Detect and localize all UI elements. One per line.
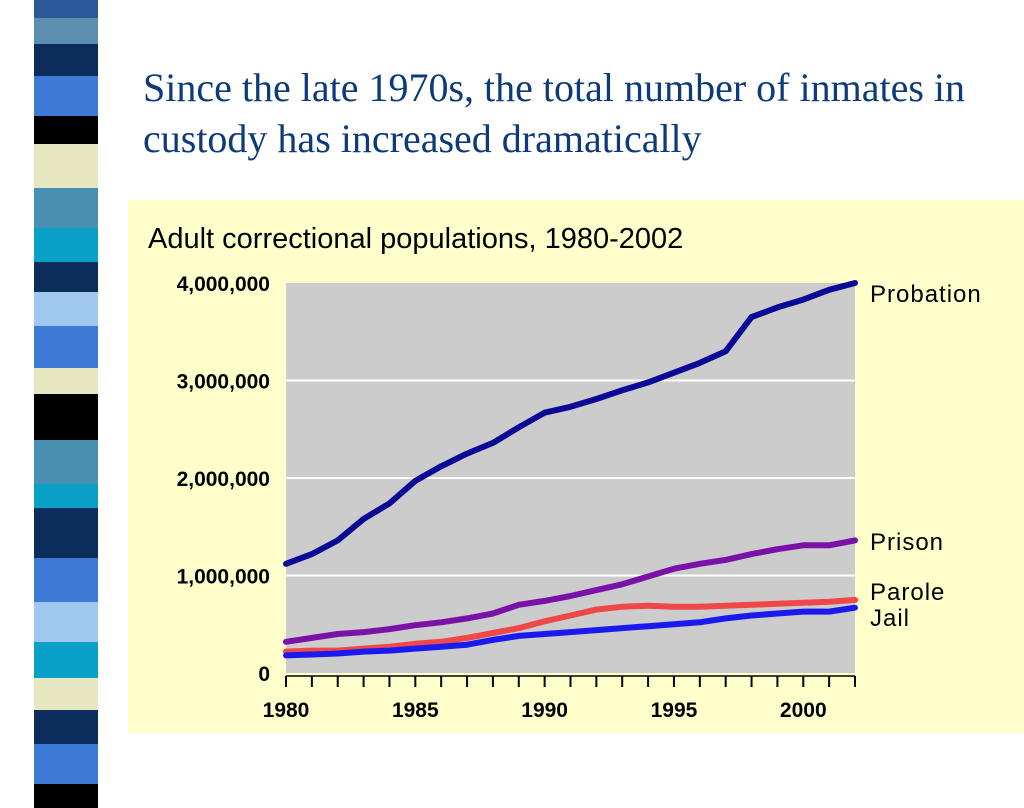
series-label-probation: Probation xyxy=(870,281,982,308)
decorative-stripe xyxy=(34,508,98,558)
decorative-stripe-bar xyxy=(34,0,98,808)
x-tick-label: 1980 xyxy=(263,699,310,722)
series-line-probation xyxy=(283,280,858,567)
decorative-stripe xyxy=(34,710,98,744)
decorative-stripe xyxy=(34,262,98,292)
series-line-jail xyxy=(283,604,858,659)
decorative-stripe xyxy=(34,484,98,508)
y-tick-label: 3,000,000 xyxy=(177,371,270,394)
decorative-stripe xyxy=(34,394,98,440)
x-tick-label: 1985 xyxy=(392,699,439,722)
y-tick-label: 4,000,000 xyxy=(177,273,270,296)
chart-title: Adult correctional populations, 1980-200… xyxy=(148,223,683,255)
x-tick-label: 2000 xyxy=(780,699,827,722)
decorative-stripe xyxy=(34,326,98,368)
y-tick-label: 0 xyxy=(258,663,270,686)
decorative-stripe xyxy=(34,784,98,808)
decorative-stripe xyxy=(34,602,98,642)
x-tick-label: 1990 xyxy=(521,699,568,722)
decorative-stripe xyxy=(34,116,98,144)
decorative-stripe xyxy=(34,18,98,44)
decorative-stripe xyxy=(34,0,98,18)
decorative-stripe xyxy=(34,642,98,678)
series-label-prison: Prison xyxy=(870,529,944,556)
slide-title: Since the late 1970s, the total number o… xyxy=(143,65,966,161)
y-tick-label: 2,000,000 xyxy=(177,468,270,491)
decorative-stripe xyxy=(34,144,98,188)
decorative-stripe xyxy=(34,228,98,262)
series-label-jail: Jail xyxy=(870,605,910,632)
decorative-stripe xyxy=(34,678,98,710)
chart-panel: Adult correctional populations, 1980-200… xyxy=(128,200,1024,733)
series-label-parole: Parole xyxy=(870,579,945,606)
y-tick-label: 1,000,000 xyxy=(177,566,270,589)
series-line-parole xyxy=(283,596,858,655)
decorative-stripe xyxy=(34,744,98,784)
line-chart: Adult correctional populations, 1980-200… xyxy=(148,223,982,722)
decorative-stripe xyxy=(34,368,98,394)
x-tick-label: 1995 xyxy=(651,699,698,722)
decorative-stripe xyxy=(34,188,98,228)
decorative-stripe xyxy=(34,292,98,326)
series-line-prison xyxy=(283,537,858,645)
decorative-stripe xyxy=(34,76,98,116)
decorative-stripe xyxy=(34,44,98,76)
decorative-stripe xyxy=(34,440,98,484)
decorative-stripe xyxy=(34,558,98,602)
